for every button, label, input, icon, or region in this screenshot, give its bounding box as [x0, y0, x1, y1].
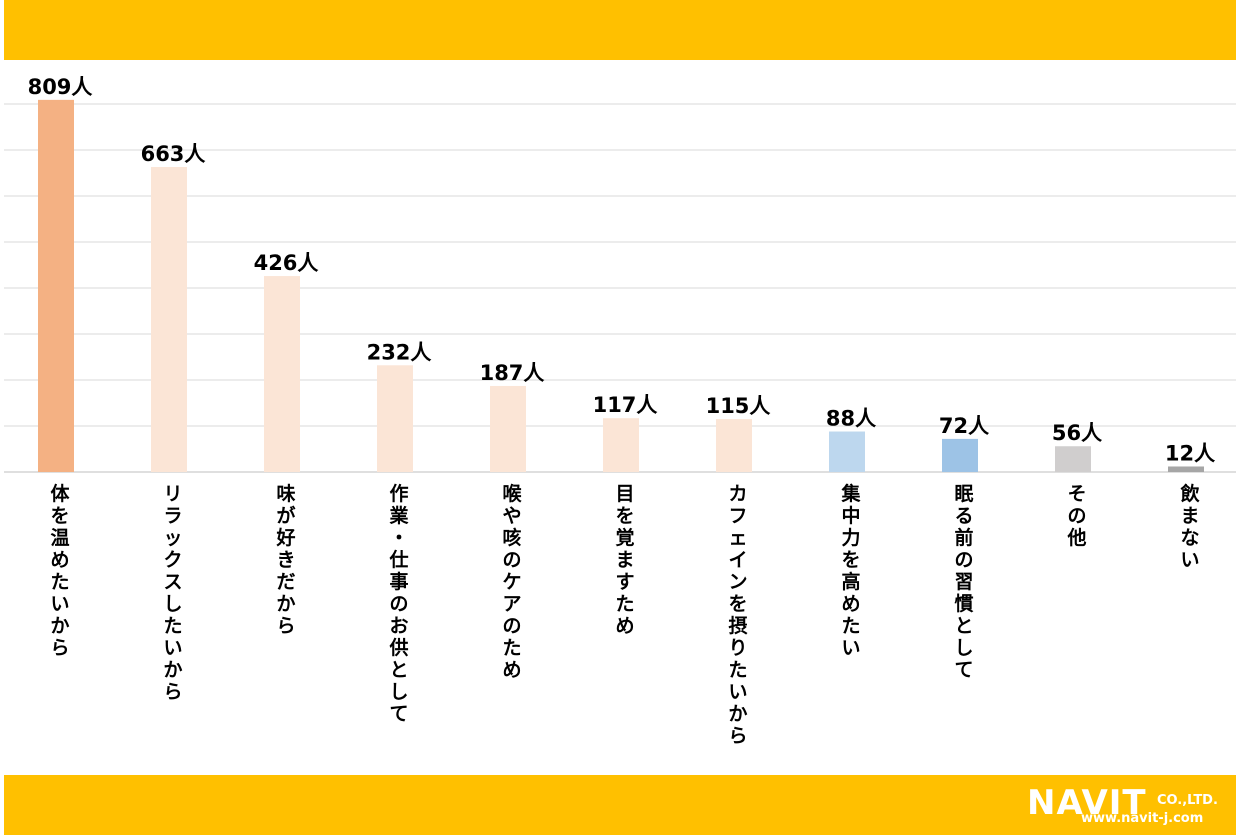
- category-label: 集中力を高めたい: [840, 482, 861, 659]
- category-label: 目を覚ますため: [615, 483, 634, 637]
- category-label: カフェインを摂りたいから: [728, 483, 747, 747]
- bar: [1168, 466, 1204, 472]
- category-label: その他: [1066, 483, 1086, 549]
- bar: [377, 365, 413, 472]
- top-banner: [4, 0, 1236, 60]
- value-label: 809人: [28, 75, 93, 99]
- bar: [490, 385, 526, 472]
- value-label: 12人: [1165, 441, 1215, 465]
- value-label: 117人: [593, 393, 658, 417]
- category-label: 飲まない: [1179, 482, 1200, 571]
- bar: [151, 167, 187, 472]
- bottom-banner: [4, 775, 1236, 835]
- category-labels: 体を温めたいから リラックスしたいから 味が好きだから 作業・仕事のお供として 喉や咳の…: [50, 482, 1200, 747]
- value-label: 426人: [254, 251, 319, 275]
- category-label: 作業・仕事のお供として: [388, 482, 409, 725]
- bar: [38, 99, 74, 473]
- bar: [603, 418, 639, 472]
- bar: [829, 431, 865, 472]
- logo-url: www.navit-j.com: [1081, 811, 1204, 826]
- value-label: 187人: [480, 361, 545, 385]
- value-label: 232人: [367, 340, 432, 364]
- value-label: 115人: [706, 394, 771, 418]
- bar: [716, 419, 752, 472]
- category-label: 体を温めたいから: [50, 482, 70, 659]
- category-label: 喉や咳のケアのため: [502, 482, 522, 681]
- category-label: 眠る前の習慣として: [954, 483, 973, 681]
- value-labels: 809人 663人 426人 232人 187人 117人 115人 88人 72人 56人 12人: [28, 75, 1216, 466]
- value-label: 56人: [1052, 421, 1102, 445]
- value-label: 88人: [826, 407, 876, 431]
- category-label: リラックスしたいから: [163, 483, 182, 703]
- logo-suffix: CO.,LTD.: [1157, 793, 1218, 808]
- logo-brand: NAVIT: [1027, 783, 1147, 823]
- bars: [38, 99, 1204, 473]
- bar: [942, 438, 978, 472]
- bar: [1055, 446, 1091, 472]
- value-label: 663人: [141, 142, 206, 166]
- category-label: 味が好きだから: [275, 483, 295, 637]
- bar: [264, 276, 300, 472]
- value-label: 72人: [939, 414, 989, 438]
- navit-logo: NAVIT CO.,LTD. www.navit-j.com: [1027, 783, 1237, 831]
